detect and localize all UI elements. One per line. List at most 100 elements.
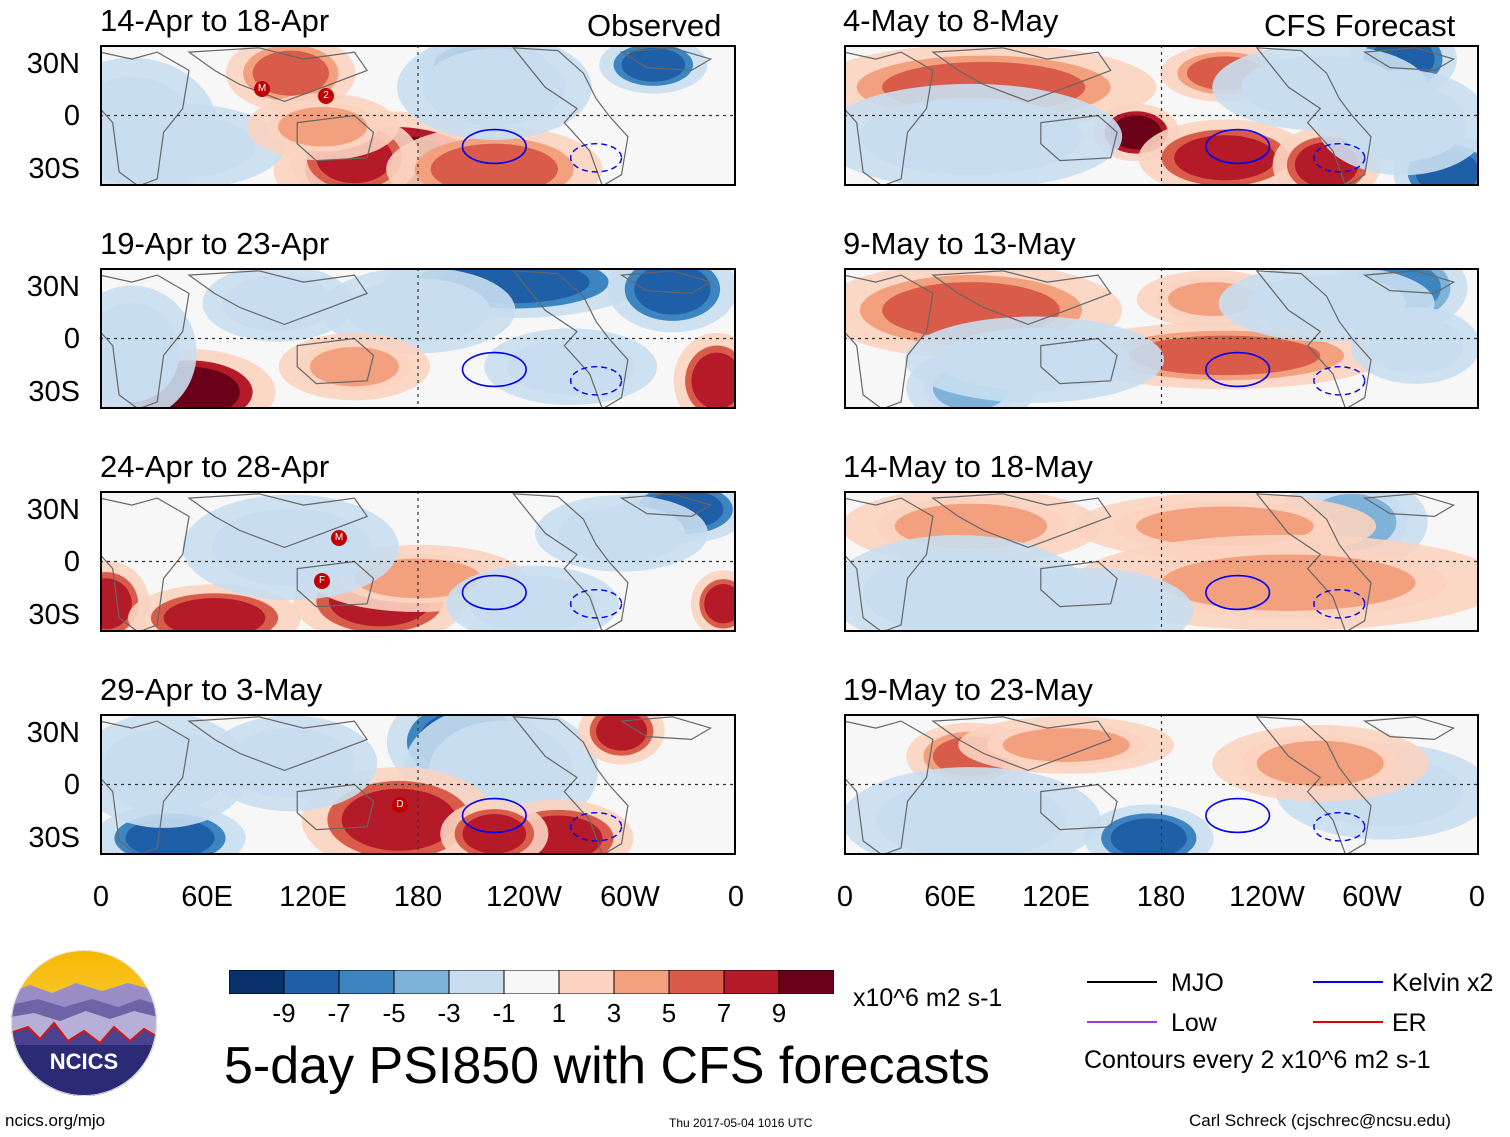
anomaly-core [125, 818, 215, 855]
legend-line-kelvin [1313, 981, 1383, 983]
panel-title: 4-May to 8-May [843, 3, 1059, 38]
anomaly-core [958, 334, 1111, 386]
lat-label: 30N [26, 494, 80, 526]
lat-label: 0 [63, 769, 80, 801]
coastline [1255, 270, 1372, 409]
kelvin-contour [569, 143, 623, 173]
coastline [844, 720, 934, 855]
coastline [1362, 716, 1456, 741]
coastline [187, 270, 369, 326]
panel-title: 24-Apr to 28-Apr [100, 449, 330, 484]
map-panel-observed-3 [100, 491, 736, 632]
anomaly-core [278, 107, 368, 147]
legend-label-kelvin: Kelvin x2 [1392, 969, 1494, 997]
anomaly-core [691, 352, 736, 409]
anomaly-core [1129, 335, 1321, 376]
kelvin-contour [569, 366, 623, 396]
coastline [512, 47, 629, 186]
lon-label: 60E [181, 881, 233, 913]
panel-title: 14-May to 18-May [843, 449, 1093, 484]
anomaly-core [462, 814, 527, 854]
map-frame [100, 491, 736, 632]
map-frame [100, 714, 736, 855]
lat-label: 30S [28, 599, 80, 631]
coastline [844, 274, 934, 409]
lat-label: 30N [26, 271, 80, 303]
storm-marker: D [392, 797, 408, 813]
map-panel-forecast-1 [844, 45, 1479, 186]
anomaly-core [882, 105, 1060, 168]
coastline [100, 51, 190, 186]
anomaly-core [481, 581, 584, 627]
coastline [512, 270, 629, 409]
kelvin-contour [1205, 351, 1271, 388]
lon-label: 0 [727, 881, 745, 913]
anomaly-core [227, 516, 355, 579]
footer-url[interactable]: ncics.org/mjo [5, 1111, 106, 1130]
observed-label: Observed [587, 8, 722, 43]
anomaly-core [1377, 322, 1454, 369]
coastline [1362, 47, 1456, 72]
lon-label: 120E [279, 881, 347, 913]
colorbar-swatch [613, 970, 670, 994]
forecast-label: CFS Forecast [1264, 8, 1456, 43]
kelvin-contour [461, 128, 527, 165]
kelvin-contour [1313, 589, 1366, 619]
lon-label: 60W [600, 881, 660, 913]
colorbar-tick-label: -5 [382, 998, 406, 1028]
lon-label: 60W [1342, 881, 1402, 913]
lat-label: 30N [26, 48, 80, 80]
lon-label: 0 [1468, 881, 1486, 913]
panel-title: 9-May to 13-May [843, 226, 1076, 261]
colorbar-tick-label: -3 [437, 998, 461, 1028]
storm-marker: M [331, 530, 347, 546]
kelvin-contour [461, 797, 527, 834]
kelvin-contour [1313, 812, 1366, 842]
lon-label: 0 [92, 881, 110, 913]
coastline [619, 270, 713, 295]
anomaly-core [309, 346, 399, 387]
kelvin-contour [569, 589, 623, 619]
legend-line-mjo [1087, 981, 1157, 983]
coastline [931, 47, 1112, 103]
anomaly-core [570, 510, 673, 556]
anomaly-core [239, 735, 342, 792]
logo-text: NCICS [50, 1049, 118, 1074]
map-frame [844, 268, 1479, 409]
map-panel-observed-1 [100, 45, 736, 186]
lat-label: 30N [26, 717, 80, 749]
lon-label: 120W [486, 881, 562, 913]
coastline [619, 716, 713, 741]
coastline [512, 716, 629, 855]
coastline [1255, 493, 1372, 632]
panel-title: 14-Apr to 18-Apr [100, 3, 330, 38]
lon-label: 0 [836, 881, 854, 913]
lat-label: 0 [63, 323, 80, 355]
colorbar-swatch [393, 970, 450, 994]
colorbar-tick-label: 1 [551, 998, 567, 1028]
coastline [619, 493, 713, 518]
colorbar-tick-label: 3 [606, 998, 622, 1028]
anomaly-core [1002, 728, 1130, 762]
kelvin-contour [1205, 574, 1271, 611]
coastline [1255, 47, 1372, 186]
map-panel-forecast-4 [844, 714, 1479, 855]
kelvin-contour [461, 351, 527, 388]
anomaly-core [596, 714, 647, 751]
colorbar-swatch [778, 970, 834, 994]
map-panel-observed-2 [100, 268, 736, 409]
map-panel-forecast-2 [844, 268, 1479, 409]
main-title: 5-day PSI850 with CFS forecasts [224, 1037, 990, 1095]
legend-line-er [1313, 1021, 1383, 1023]
colorbar-swatch [723, 970, 780, 994]
anomaly-core [341, 788, 457, 851]
anomaly-core [252, 50, 329, 96]
anomaly-core [1021, 585, 1149, 632]
anomaly-core [1161, 554, 1416, 611]
contour-note: Contours every 2 x10^6 m2 s-1 [1084, 1046, 1431, 1074]
lon-label: 120E [1022, 881, 1090, 913]
anomaly-core [519, 344, 622, 390]
anomaly-core [634, 268, 711, 315]
anomaly-core [1174, 135, 1276, 181]
footer-timestamp: Thu 2017-05-04 1016 UTC [669, 1116, 813, 1130]
